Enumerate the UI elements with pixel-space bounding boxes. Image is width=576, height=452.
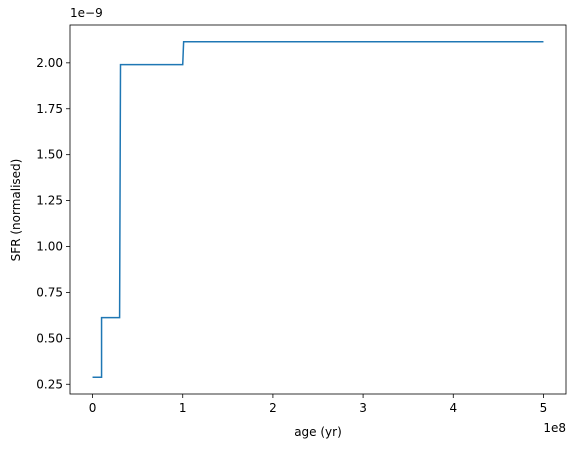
x-tick-label: 4 (449, 401, 457, 415)
data-line (92, 40, 544, 379)
axes-frame (69, 24, 567, 395)
y-tick-label: 1.50 (36, 148, 63, 162)
x-tick-label: 3 (359, 401, 367, 415)
x-tick-label: 1 (179, 401, 187, 415)
y-tick-label: 1.00 (36, 240, 63, 254)
x-tick-label: 5 (540, 401, 548, 415)
x-tick-label: 2 (269, 401, 277, 415)
y-axis-label: SFR (normalised) (9, 159, 23, 262)
x-axis-label: age (yr) (294, 425, 342, 439)
x-tick-label: 0 (89, 401, 97, 415)
y-tick-label: 0.75 (36, 285, 63, 299)
y-tick-label: 1.25 (36, 194, 63, 208)
y-tick-label: 0.50 (36, 331, 63, 345)
x-offset-label: 1e8 (543, 421, 566, 435)
y-tick-label: 0.25 (36, 377, 63, 391)
y-tick-label: 1.75 (36, 102, 63, 116)
y-tick-label: 2.00 (36, 56, 63, 70)
y-offset-label: 1e−9 (70, 6, 103, 20)
